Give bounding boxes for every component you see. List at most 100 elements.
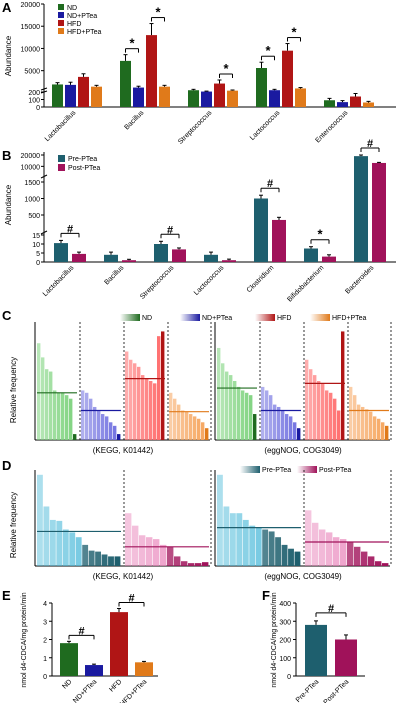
legend-swatch <box>58 4 64 10</box>
frequency-bar <box>202 562 209 566</box>
frequency-bar <box>229 513 236 566</box>
x-tick-label: Post-PTea <box>323 678 351 703</box>
significance-bracket-label: # <box>67 223 73 235</box>
frequency-bar <box>312 522 319 566</box>
y-tick-label: 400 <box>279 601 291 608</box>
frequency-bar <box>153 539 160 566</box>
y-axis-label: nmol d4-CDCA/mg protein/min <box>271 592 278 687</box>
frequency-bar <box>369 411 373 440</box>
y-axis-label: nmol d4-CDCA/mg protein/min <box>21 592 28 687</box>
subplot-label: (KEGG, K01442) <box>93 446 154 455</box>
frequency-bar <box>62 529 69 566</box>
legend-label: HFD+PTea <box>332 315 367 322</box>
legend-label: Pre-PTea <box>262 467 291 474</box>
frequency-bar <box>57 392 61 440</box>
frequency-bar <box>61 392 65 440</box>
frequency-bar <box>281 544 288 566</box>
significance-bracket-label: # <box>128 592 134 604</box>
frequency-bar <box>317 381 321 440</box>
frequency-bar <box>354 546 361 566</box>
frequency-bar <box>49 519 56 566</box>
legend-label: HFD <box>277 315 291 322</box>
subplot-label: (KEGG, K01442) <box>93 572 154 581</box>
y-axis-label: Abundance <box>4 35 13 76</box>
frequency-bar <box>217 474 223 566</box>
frequency-bar <box>381 422 385 440</box>
bar-preptea <box>154 244 168 262</box>
legend-label: ND <box>142 315 152 322</box>
frequency-bar <box>297 428 301 440</box>
frequency-bar <box>237 386 241 440</box>
bar-postptea <box>272 219 286 262</box>
bar-preptea <box>254 198 268 262</box>
significance-bracket-label: * <box>291 25 297 40</box>
frequency-bar <box>377 418 381 440</box>
bar-nd <box>324 100 335 107</box>
y-tick-label: 300 <box>279 619 291 626</box>
frequency-bar <box>181 561 188 566</box>
frequency-bar <box>108 556 114 566</box>
frequency-bar <box>149 381 153 440</box>
frequency-bar <box>321 383 325 440</box>
frequency-bar <box>185 411 189 440</box>
frequency-bar <box>205 428 209 440</box>
frequency-bar <box>37 474 43 566</box>
frequency-bar <box>160 544 167 566</box>
bar-ndptea <box>201 91 212 107</box>
frequency-bar <box>329 392 333 440</box>
frequency-bar <box>277 406 281 440</box>
x-tick-label: Lactococcus <box>249 109 282 142</box>
significance-bracket-label: * <box>155 5 161 20</box>
frequency-bar <box>117 434 121 440</box>
y-tick-label: 5000 <box>24 69 40 76</box>
bar-hfdptea <box>159 86 170 107</box>
bar-hfd <box>350 96 361 107</box>
y-tick-label: 3 <box>43 619 47 626</box>
y-tick-label: 200 <box>28 90 40 97</box>
x-tick-label: Lactobacillus <box>42 264 76 298</box>
frequency-bar <box>137 366 141 440</box>
frequency-bar <box>181 410 185 440</box>
bar <box>110 612 128 676</box>
frequency-bar <box>349 386 353 440</box>
frequency-bar <box>195 563 202 566</box>
frequency-bar <box>129 359 133 440</box>
y-tick-label: 20000 <box>21 153 41 160</box>
frequency-bar <box>45 369 49 440</box>
panel-letter-a: A <box>2 0 12 15</box>
y-tick-label: 100 <box>28 98 40 105</box>
frequency-bar <box>189 414 193 440</box>
frequency-bar <box>333 537 340 566</box>
y-tick-label: 10000 <box>21 46 41 53</box>
frequency-bar <box>225 371 229 440</box>
y-tick-label: 0 <box>43 674 47 681</box>
significance-bracket-label: # <box>367 138 373 150</box>
bar-postptea <box>372 162 386 262</box>
frequency-bar <box>357 404 361 440</box>
axis-break-b2 <box>40 174 48 179</box>
legend-swatch <box>58 20 64 26</box>
legend-label: Pre-PTea <box>68 156 97 163</box>
bar <box>135 662 153 676</box>
x-tick-label: Streptococcus <box>139 264 176 301</box>
frequency-bar <box>285 414 289 440</box>
bar <box>335 639 357 676</box>
bar-hfdptea <box>227 90 238 107</box>
frequency-bar <box>201 422 205 440</box>
frequency-bar <box>382 563 389 566</box>
frequency-bar <box>161 331 165 440</box>
bar-preptea <box>104 254 118 262</box>
frequency-bar <box>217 347 221 440</box>
bar-hfd <box>282 50 293 107</box>
axis-break-b1 <box>40 230 48 235</box>
frequency-bar <box>255 527 262 566</box>
frequency-bar <box>133 363 137 440</box>
frequency-bar <box>333 398 337 440</box>
y-tick-label: 100 <box>279 656 291 663</box>
bar <box>60 643 78 676</box>
frequency-bar <box>153 383 157 440</box>
frequency-bar <box>249 525 256 566</box>
frequency-bar <box>73 434 77 440</box>
frequency-bar <box>101 414 105 440</box>
x-tick-label: Clostridium <box>246 264 276 294</box>
